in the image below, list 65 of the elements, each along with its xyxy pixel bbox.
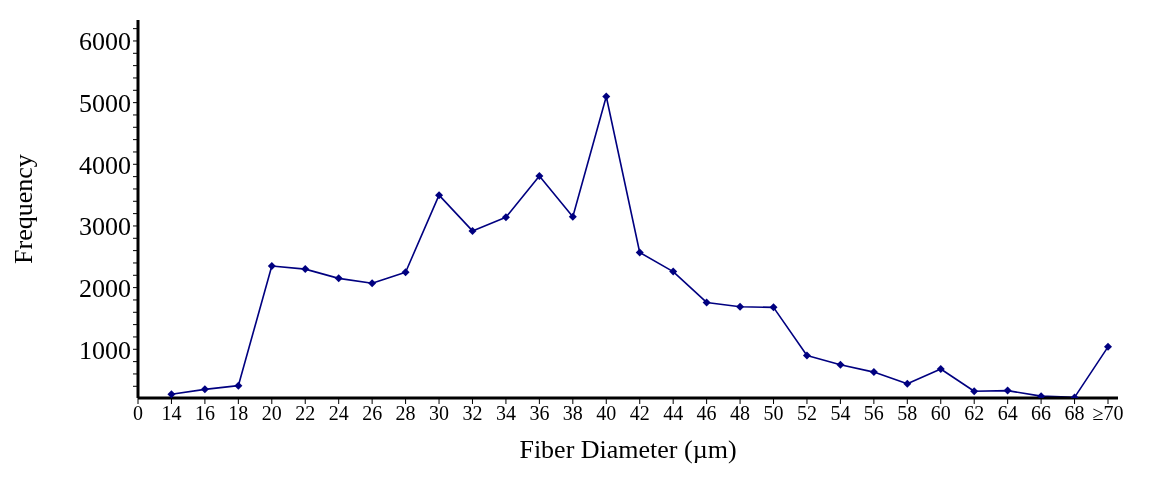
x-tick-label: 68 [1064, 402, 1085, 425]
x-tick-label: 66 [1031, 402, 1052, 425]
x-tick-label: 14 [161, 402, 182, 425]
point [769, 303, 778, 312]
point [869, 368, 878, 377]
x-tick-label: 22 [295, 402, 316, 425]
point [936, 365, 945, 374]
x-tick-label: 48 [730, 402, 751, 425]
x-tick-label: 64 [997, 402, 1018, 425]
x-axis-title: Fiber Diameter (µm) [519, 435, 737, 464]
point [802, 351, 811, 360]
point [267, 262, 276, 271]
x-tick-label: ≥70 [1092, 402, 1124, 425]
point [401, 268, 410, 277]
y-tick-label: 5000 [79, 88, 131, 118]
point [435, 191, 444, 200]
x-tick-label: 44 [663, 402, 684, 425]
x-tick-label: 18 [228, 402, 249, 425]
x-tick-label: 34 [495, 402, 516, 425]
point [468, 226, 477, 235]
x-tick-label: 42 [629, 402, 650, 425]
point [167, 390, 176, 398]
x-tick-label: 16 [194, 402, 215, 425]
point [903, 379, 912, 388]
point [234, 381, 243, 390]
y-tick-label: 2000 [79, 273, 131, 303]
y-tick-label: 3000 [79, 212, 131, 242]
x-tick-label: 32 [462, 402, 483, 425]
x-tick-label: 62 [964, 402, 985, 425]
point [602, 92, 611, 101]
x-tick-label: 38 [562, 402, 583, 425]
x-tick-label: 52 [796, 402, 817, 425]
point [635, 248, 644, 257]
point [535, 172, 544, 181]
x-tick-label: 28 [395, 402, 416, 425]
x-tick-label: 58 [897, 402, 918, 425]
x-tick-label: 20 [261, 402, 282, 425]
x-tick-label: 54 [830, 402, 851, 425]
point [836, 360, 845, 369]
x-tick-label: 60 [930, 402, 951, 425]
point [200, 385, 209, 394]
y-tick-label: 1000 [79, 335, 131, 365]
y-tick-label: 6000 [79, 27, 131, 57]
x-tick-label: 0 [133, 402, 143, 425]
point [301, 265, 310, 274]
x-tick-label: 56 [863, 402, 884, 425]
x-tick-label: 40 [596, 402, 617, 425]
point [736, 302, 745, 311]
x-tick-label: 46 [696, 402, 717, 425]
point [1104, 342, 1112, 351]
x-tick-label: 36 [529, 402, 550, 425]
point [669, 267, 678, 276]
point [568, 212, 577, 221]
x-tick-label: 26 [362, 402, 383, 425]
point [970, 387, 979, 396]
point [1003, 386, 1012, 395]
point [702, 298, 711, 307]
x-tick-label: 24 [328, 402, 349, 425]
x-tick-label: 30 [429, 402, 450, 425]
y-axis-title: Frequency [9, 154, 39, 264]
point [334, 274, 343, 283]
y-tick-label: 4000 [79, 150, 131, 180]
point [501, 213, 510, 222]
point [368, 279, 377, 288]
x-tick-label: 50 [763, 402, 784, 425]
